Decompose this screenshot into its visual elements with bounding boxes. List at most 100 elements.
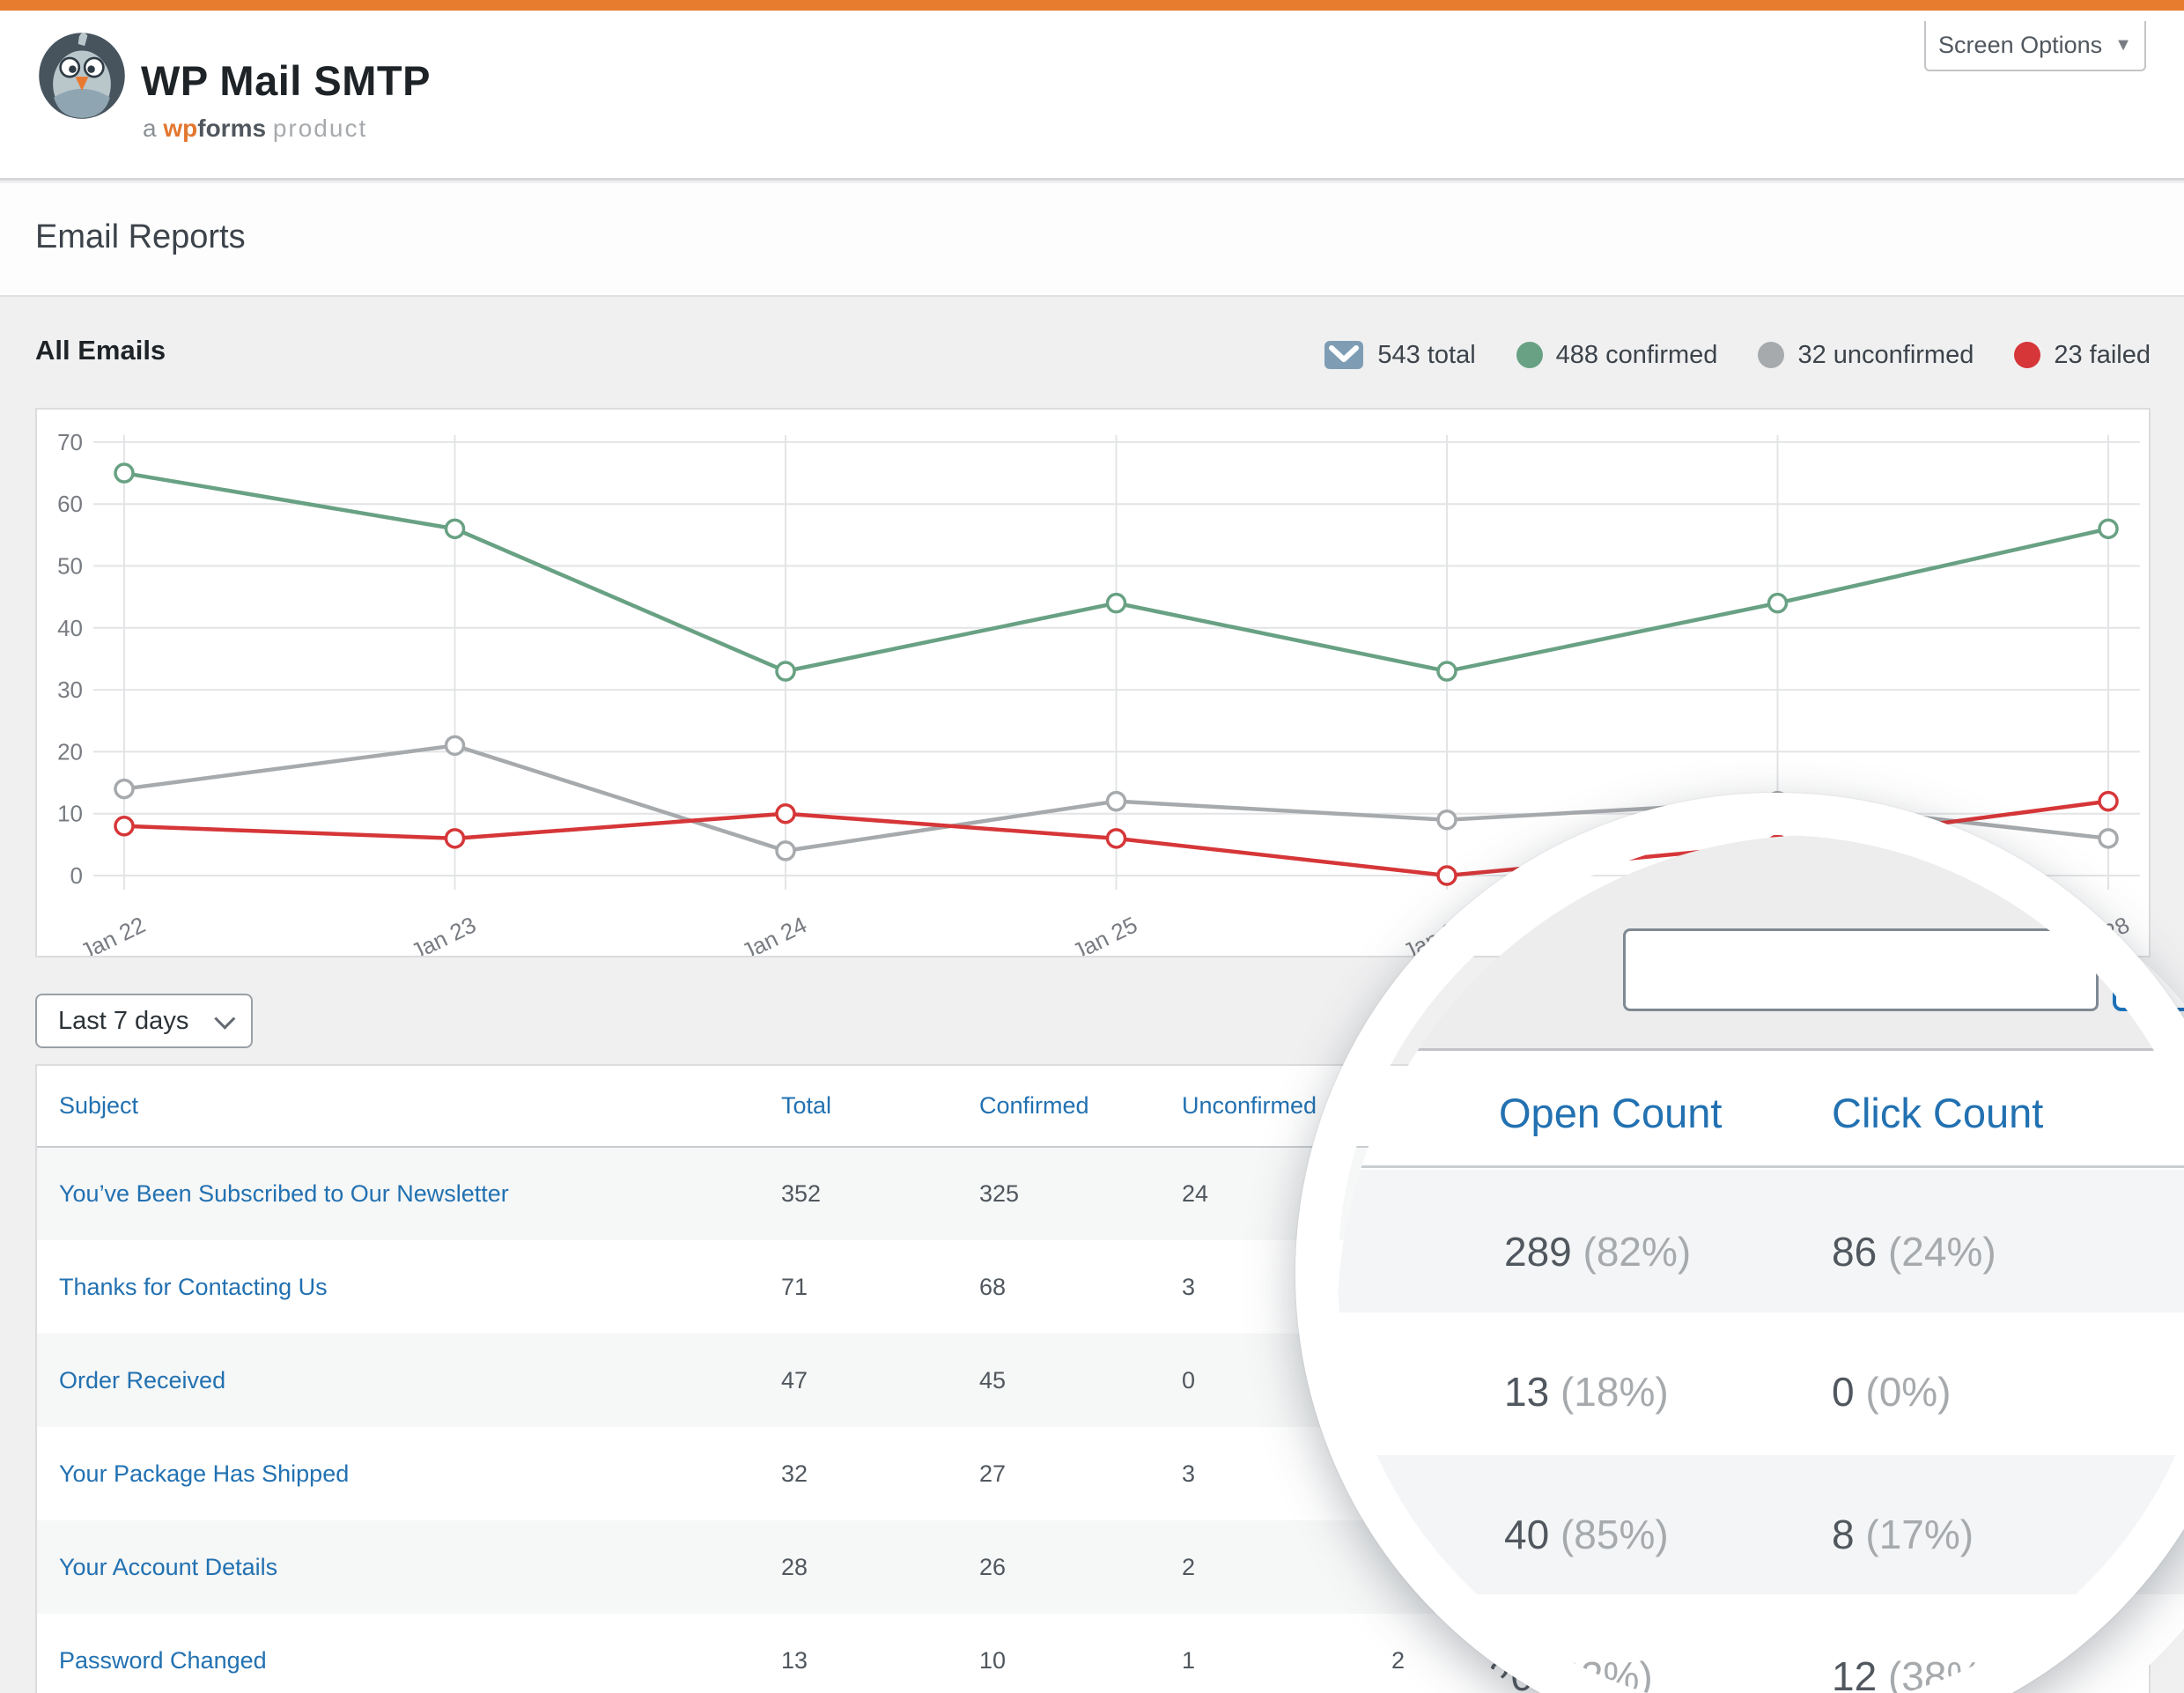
page-title-band: Email Reports [0, 183, 2184, 297]
svg-text:Jan 25: Jan 25 [1068, 911, 1141, 956]
click-count-percent: (0%) [1865, 1369, 1952, 1415]
app-title: WP Mail SMTP [141, 57, 431, 104]
legend-total-label: 543 total [1377, 340, 1476, 369]
legend-item-unconfirmed: 32 unconfirmed [1758, 341, 1974, 370]
column-click-count[interactable]: Click Count [1832, 1090, 2044, 1136]
failed-dot-icon [2014, 342, 2041, 368]
screen-options-label: Screen Options [1938, 32, 2103, 58]
open-count-percent: (62%) [1544, 1653, 1653, 1693]
chevron-down-icon [214, 1008, 236, 1030]
subject-link[interactable]: Order Received [59, 1366, 226, 1394]
subject-link[interactable]: Thanks for Contacting Us [59, 1273, 328, 1300]
click-count-number: 86 [1832, 1229, 1878, 1275]
subject-link[interactable]: You’ve Been Subscribed to Our Newsletter [59, 1180, 509, 1207]
column-subject[interactable]: Subject [59, 1092, 139, 1119]
open-count-percent: (82%) [1583, 1229, 1692, 1275]
emails-chart: 0 10 20 30 40 50 60 70 Jan 22 Jan 23 Jan 24 Jan 25 J… [57, 429, 2140, 956]
svg-text:60: 60 [57, 491, 83, 517]
magnifier-panel-top-border [1338, 1048, 2184, 1051]
open-count-value: 289 (82%) [1504, 1228, 1691, 1275]
column-confirmed[interactable]: Confirmed [979, 1092, 1089, 1119]
date-range-value: Last 7 days [58, 1006, 189, 1035]
legend-confirmed-label: 488 confirmed [1555, 340, 1718, 369]
caret-down-icon: ▼ [2114, 35, 2132, 55]
unconfirmed-cell: 24 [1182, 1180, 1209, 1207]
svg-text:0: 0 [70, 862, 83, 889]
zebra-band [1338, 1455, 2184, 1594]
confirmed-dot-icon [1516, 342, 1543, 368]
table-row: Password Changed 13 10 1 2 [37, 1614, 2149, 1693]
legend-failed-label: 23 failed [2054, 340, 2151, 369]
unconfirmed-cell: 2 [1182, 1553, 1196, 1580]
open-count-number: 289 [1504, 1229, 1572, 1275]
subject-link[interactable]: Your Package Has Shipped [59, 1460, 350, 1487]
total-cell: 71 [781, 1273, 808, 1300]
click-count-value: 12 (38%) [1832, 1652, 1996, 1693]
click-count-percent: (38%) [1887, 1653, 1996, 1693]
legend-item-confirmed: 488 confirmed [1516, 340, 1718, 370]
unconfirmed-cell: 0 [1182, 1366, 1196, 1394]
svg-text:Jan 23: Jan 23 [407, 911, 480, 956]
svg-text:Jan 22: Jan 22 [76, 911, 149, 956]
legend-item-failed: 23 failed [2014, 341, 2151, 370]
click-count-number: 0 [1832, 1369, 1855, 1415]
tagline-forms: forms [197, 115, 267, 142]
total-cell: 32 [781, 1460, 808, 1487]
unconfirmed-dot-icon [1758, 342, 1785, 368]
confirmed-cell: 26 [979, 1553, 1007, 1580]
unconfirmed-cell: 1 [1182, 1646, 1196, 1674]
failed-cell: 2 [1391, 1646, 1406, 1674]
click-count-number: 8 [1832, 1512, 1855, 1557]
table-row: Thanks for Contacting Us 71 68 3 [37, 1240, 2149, 1334]
unconfirmed-cell: 3 [1182, 1460, 1196, 1487]
svg-text:10: 10 [57, 801, 83, 827]
svg-text:40: 40 [57, 615, 83, 641]
svg-text:20: 20 [57, 738, 83, 765]
click-count-number: 12 [1832, 1653, 1878, 1693]
open-count-number: 40 [1504, 1512, 1550, 1557]
brand-tagline: a wpforms product [143, 115, 367, 143]
confirmed-cell: 10 [979, 1646, 1007, 1674]
open-count-number: 13 [1504, 1369, 1550, 1415]
click-count-percent: (17%) [1865, 1512, 1974, 1557]
click-count-value: 86 (24%) [1832, 1228, 1996, 1275]
subject-link[interactable]: Your Account Details [59, 1553, 278, 1580]
svg-text:50: 50 [57, 553, 83, 580]
chart-legend: 543 total 488 confirmed 32 unconfirmed 2… [1324, 340, 2151, 370]
tagline-a: a [143, 115, 157, 142]
open-count-value: 20 (62%) [1488, 1652, 1653, 1693]
legend-unconfirmed-label: 32 unconfirmed [1797, 340, 1974, 369]
search-emails-input[interactable] [1623, 928, 2099, 1011]
svg-text:70: 70 [57, 429, 83, 455]
wp-mail-smtp-logo-icon [39, 33, 125, 119]
screen-options-button[interactable]: Screen Options ▼ [1924, 21, 2146, 71]
subject-link[interactable]: Password Changed [59, 1646, 267, 1674]
open-count-value: 13 (18%) [1504, 1368, 1669, 1416]
svg-text:30: 30 [57, 676, 83, 703]
confirmed-cell: 45 [979, 1366, 1007, 1394]
magnifier-header-underline [1338, 1165, 2184, 1168]
page-title: Email Reports [35, 218, 246, 255]
total-cell: 13 [781, 1646, 808, 1674]
zebra-band [1338, 1170, 2184, 1312]
brand-accent-bar [0, 0, 2184, 11]
unconfirmed-cell: 3 [1182, 1273, 1196, 1300]
click-count-percent: (24%) [1887, 1229, 1996, 1275]
column-unconfirmed[interactable]: Unconfirmed [1182, 1092, 1317, 1119]
column-open-count[interactable]: Open Count [1499, 1090, 1723, 1136]
date-range-select[interactable]: Last 7 days [35, 994, 253, 1048]
open-count-value: 40 (85%) [1504, 1511, 1669, 1558]
confirmed-cell: 325 [979, 1180, 1020, 1207]
tagline-wp: wp [163, 115, 198, 142]
confirmed-cell: 68 [979, 1273, 1007, 1300]
envelope-icon [1324, 341, 1364, 369]
total-cell: 352 [781, 1180, 822, 1207]
open-count-percent: (85%) [1560, 1512, 1669, 1557]
plugin-header: WP Mail SMTP a wpforms product Screen Op… [0, 11, 2184, 181]
total-cell: 47 [781, 1366, 808, 1394]
column-total[interactable]: Total [781, 1092, 832, 1119]
legend-item-total: 543 total [1324, 340, 1476, 370]
table-row: Your Package Has Shipped 32 27 3 [37, 1427, 2149, 1520]
total-cell: 28 [781, 1553, 808, 1580]
